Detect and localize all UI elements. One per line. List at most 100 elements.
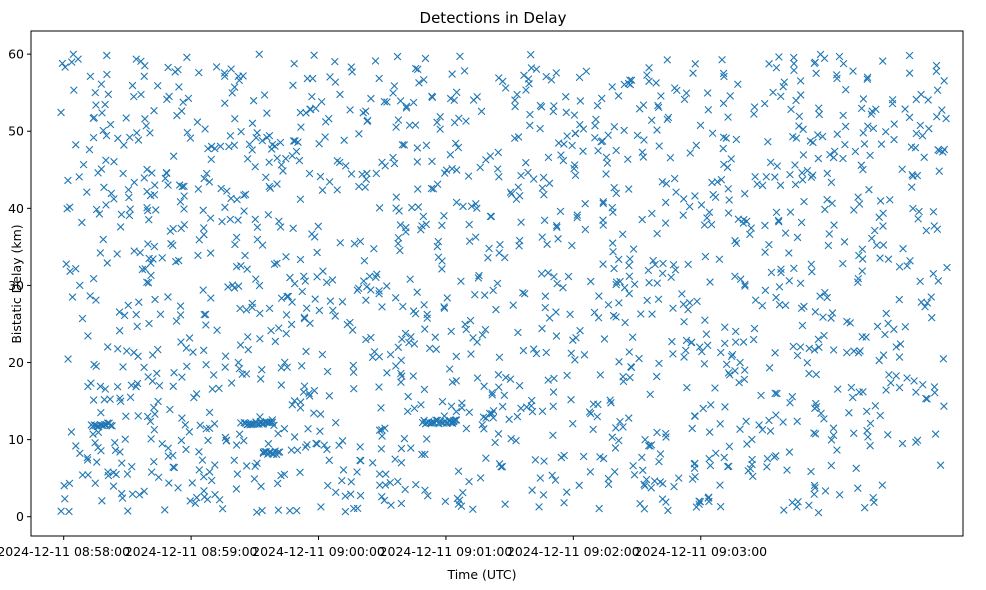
data-point bbox=[396, 97, 405, 105]
data-point bbox=[323, 445, 331, 454]
data-point bbox=[695, 500, 703, 509]
data-point bbox=[415, 79, 423, 87]
data-point bbox=[113, 345, 122, 353]
data-point bbox=[829, 424, 838, 432]
data-point bbox=[97, 80, 106, 88]
y-tick-label: 0 bbox=[16, 509, 24, 524]
data-point bbox=[151, 206, 160, 214]
data-point bbox=[582, 67, 591, 76]
data-point bbox=[252, 133, 260, 142]
data-point bbox=[568, 141, 576, 150]
data-point bbox=[670, 482, 678, 491]
data-point bbox=[134, 352, 142, 361]
data-point bbox=[461, 320, 469, 329]
data-point bbox=[725, 371, 734, 379]
data-point bbox=[570, 164, 578, 173]
data-point bbox=[101, 100, 109, 109]
data-point bbox=[277, 294, 286, 303]
data-point bbox=[724, 462, 733, 471]
data-point bbox=[96, 249, 105, 257]
data-point bbox=[731, 327, 740, 336]
data-point bbox=[669, 260, 678, 269]
data-point bbox=[830, 147, 839, 156]
data-point bbox=[789, 342, 798, 351]
data-point bbox=[253, 129, 261, 137]
data-point bbox=[78, 218, 86, 227]
data-point bbox=[367, 333, 375, 342]
data-point bbox=[595, 292, 603, 300]
data-point bbox=[71, 141, 80, 149]
data-point bbox=[823, 293, 831, 302]
data-point bbox=[545, 314, 554, 322]
data-point bbox=[549, 402, 558, 411]
data-point bbox=[354, 284, 363, 293]
data-point bbox=[653, 428, 661, 437]
data-point bbox=[98, 109, 106, 117]
y-tick-label: 40 bbox=[8, 201, 24, 216]
data-point bbox=[302, 304, 311, 313]
data-point bbox=[221, 99, 229, 107]
data-point bbox=[122, 412, 130, 421]
data-point bbox=[682, 336, 691, 345]
data-point bbox=[367, 94, 375, 103]
data-point bbox=[296, 108, 305, 117]
data-point bbox=[255, 309, 264, 318]
data-point bbox=[183, 128, 192, 137]
data-point bbox=[727, 352, 736, 361]
data-point bbox=[522, 158, 530, 167]
data-point bbox=[642, 475, 651, 484]
data-point bbox=[640, 505, 649, 513]
data-point bbox=[433, 242, 442, 251]
data-point bbox=[684, 305, 692, 314]
data-point bbox=[92, 296, 100, 304]
data-point bbox=[653, 126, 661, 134]
data-point bbox=[178, 414, 186, 422]
data-point bbox=[884, 255, 893, 264]
data-point bbox=[457, 502, 466, 510]
data-point bbox=[643, 71, 651, 79]
data-point bbox=[683, 383, 691, 392]
data-point bbox=[201, 125, 209, 133]
data-point bbox=[554, 139, 563, 147]
data-point bbox=[335, 441, 343, 450]
data-point bbox=[116, 394, 124, 402]
data-point bbox=[604, 480, 613, 489]
data-point bbox=[489, 286, 497, 295]
data-point bbox=[440, 303, 448, 311]
data-point bbox=[128, 81, 137, 90]
data-point bbox=[652, 372, 661, 381]
data-point bbox=[315, 306, 324, 315]
data-point bbox=[644, 266, 653, 275]
data-point bbox=[719, 69, 728, 78]
data-point bbox=[688, 424, 697, 433]
data-point bbox=[459, 202, 467, 211]
data-point bbox=[899, 244, 907, 253]
data-point bbox=[122, 347, 131, 355]
data-point bbox=[409, 372, 418, 380]
data-point bbox=[480, 425, 488, 433]
data-point bbox=[536, 101, 545, 110]
data-point bbox=[199, 472, 208, 481]
data-point bbox=[462, 117, 470, 125]
data-point bbox=[298, 287, 307, 296]
data-point bbox=[591, 122, 599, 130]
data-point bbox=[525, 121, 534, 130]
data-point bbox=[89, 274, 98, 283]
data-point bbox=[929, 269, 938, 278]
data-point bbox=[185, 334, 194, 342]
data-point bbox=[890, 120, 899, 128]
data-point bbox=[633, 131, 642, 140]
data-point bbox=[933, 86, 942, 94]
data-point bbox=[618, 230, 627, 239]
data-point bbox=[763, 454, 772, 463]
data-point bbox=[805, 369, 813, 378]
data-point bbox=[501, 500, 509, 509]
data-point bbox=[867, 234, 876, 243]
data-point bbox=[89, 430, 97, 438]
data-point bbox=[196, 421, 204, 430]
data-point bbox=[647, 483, 656, 492]
data-point bbox=[79, 160, 88, 169]
x-tick-label: 2024-12-11 09:00:00 bbox=[252, 544, 385, 559]
data-point bbox=[465, 220, 474, 229]
